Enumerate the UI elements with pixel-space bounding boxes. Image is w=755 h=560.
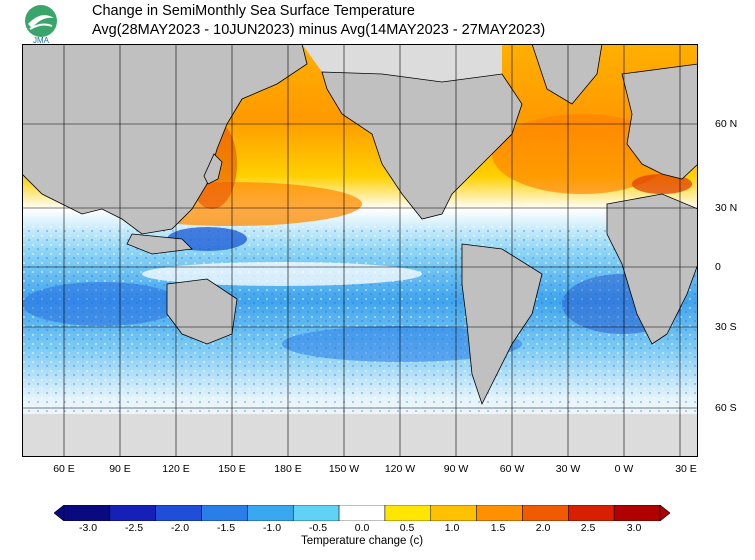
africa [606, 193, 698, 345]
north-america [321, 71, 523, 220]
colorbar-cell [476, 505, 523, 521]
cb-tick: -1.5 [216, 522, 236, 534]
lat-tick-0: 0 [715, 261, 721, 273]
tropical-pacific-white-band [142, 262, 422, 286]
colorbar-cell [568, 505, 615, 521]
lat-tick-60n: 60 N [715, 118, 738, 130]
land-masses [22, 44, 698, 406]
colorbar-cell [384, 505, 432, 521]
cb-tick: -1.0 [262, 522, 282, 534]
colorbar-cell [613, 505, 661, 521]
colorbar-cells [63, 505, 661, 521]
graticule [22, 44, 698, 457]
cb-tick: 2.0 [535, 522, 551, 534]
n-atlantic-warm-patch [492, 114, 672, 194]
logo-text: JMA [33, 36, 50, 44]
colorbar-low-arrow [54, 505, 65, 521]
australia [166, 278, 238, 345]
japan [203, 153, 223, 185]
lon-tick-150w: 150 W [328, 463, 360, 475]
cb-tick: 2.5 [580, 522, 596, 534]
mediterranean-warm-patch [632, 174, 692, 194]
colorbar-cell [430, 505, 477, 521]
south-america [461, 243, 543, 406]
cb-tick: 1.0 [444, 522, 460, 534]
lon-tick-90w: 90 W [443, 463, 469, 475]
colorbar-cell [201, 505, 248, 521]
colorbar [54, 505, 670, 521]
cb-tick: -2.5 [124, 522, 144, 534]
cb-tick: 0.0 [354, 522, 370, 534]
colorbar-label: Temperature change (c) [300, 535, 424, 547]
colorbar-cell [155, 505, 202, 521]
lat-tick-30n: 30 N [715, 202, 738, 214]
lat-tick-60s: 60 S [715, 402, 737, 414]
jma-logo: JMA [25, 5, 57, 44]
lon-tick-30w: 30 W [555, 463, 581, 475]
s-pacific-cool-patch [282, 326, 522, 362]
colorbar-cell [522, 505, 569, 521]
cb-tick: -3.0 [78, 522, 98, 534]
s-indian-cool-patch [22, 282, 182, 326]
lon-tick-60w: 60 W [499, 463, 525, 475]
map-subtitle: Avg(28MAY2023 - 10JUN2023) minus Avg(14M… [92, 22, 546, 38]
colorbar-cell [292, 505, 340, 521]
cb-tick: 3.0 [626, 522, 642, 534]
lon-tick-0w: 0 W [614, 463, 634, 475]
cb-tick: 0.5 [399, 522, 415, 534]
lon-tick-150e: 150 E [218, 463, 246, 475]
colorbar-cell [63, 505, 111, 521]
map-title: Change in SemiMonthly Sea Surface Temper… [92, 3, 415, 19]
lon-tick-90e: 90 E [109, 463, 131, 475]
lon-tick-30e: 30 E [675, 463, 697, 475]
cb-tick: -0.5 [308, 522, 328, 534]
lon-tick-120w: 120 W [384, 463, 416, 475]
lon-tick-60e: 60 E [53, 463, 75, 475]
map-frame [22, 44, 698, 457]
sst-change-map [22, 44, 698, 457]
antarctic-ice [22, 414, 698, 457]
eurasia [22, 44, 308, 235]
colorbar-cell [247, 505, 294, 521]
colorbar-cell [338, 505, 386, 521]
lon-tick-180e: 180 E [274, 463, 302, 475]
colorbar-high-arrow [659, 505, 670, 521]
lat-tick-30s: 30 S [715, 321, 737, 333]
colorbar-cell [109, 505, 156, 521]
lon-tick-120e: 120 E [162, 463, 190, 475]
greenland [531, 44, 603, 105]
cb-tick: -2.0 [170, 522, 190, 534]
cb-tick: 1.5 [490, 522, 506, 534]
arctic-ice [302, 44, 502, 82]
